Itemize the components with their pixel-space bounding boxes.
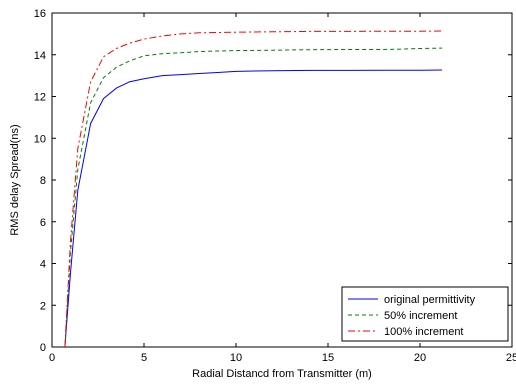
x-tick-label: 20: [414, 352, 426, 364]
legend-label-2: 50% increment: [384, 310, 457, 322]
y-tick-label: 12: [34, 92, 46, 104]
legend-label-3: 100% increment: [384, 326, 464, 338]
y-tick-label: 6: [40, 217, 46, 229]
x-tick-label: 0: [49, 352, 55, 364]
legend-box: [341, 286, 509, 342]
x-tick-label: 5: [141, 352, 147, 364]
legend: original permittivity 50% increment 100% i…: [341, 286, 509, 342]
legend-label-1: original permittivity: [384, 294, 476, 306]
legend-items: original permittivity 50% increment 100% i…: [348, 294, 476, 338]
x-tick-label: 25: [506, 352, 516, 364]
y-axis-label: RMS delay Spread(ns): [9, 124, 21, 235]
series-line-1: [64, 69, 443, 348]
x-axis-label: Radial Distancd from Transmitter (m): [192, 368, 372, 380]
series-line-2: [64, 47, 443, 348]
y-tick-label: 16: [34, 8, 46, 20]
y-tick-label: 10: [34, 133, 46, 145]
y-tick-label: 4: [40, 259, 46, 271]
tick-layer: 0 5 10 15 20 25 0 2 4 6 8 10 12 14 16: [34, 8, 516, 364]
x-tick-label: 15: [322, 352, 334, 364]
series-line-3: [64, 30, 443, 348]
y-tick-label: 14: [34, 50, 46, 62]
y-tick-label: 0: [40, 342, 46, 354]
y-tick-label: 8: [40, 175, 46, 187]
series-layer: [64, 30, 443, 348]
y-tick-label: 2: [40, 300, 46, 312]
x-tick-label: 10: [230, 352, 242, 364]
